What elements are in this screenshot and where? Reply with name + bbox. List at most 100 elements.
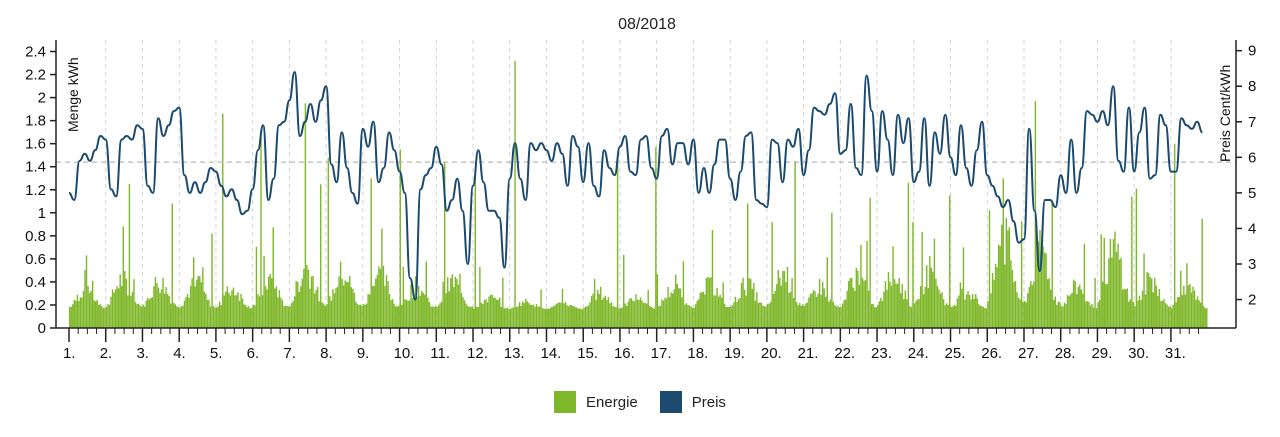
- energy-bar: [1022, 301, 1024, 328]
- energy-bar: [479, 267, 481, 328]
- x-tick-label: 17.: [651, 345, 672, 362]
- x-tick-label: 24.: [908, 345, 929, 362]
- energy-bar: [538, 306, 541, 328]
- energy-bar: [964, 299, 966, 328]
- energy-bar: [633, 301, 636, 328]
- energy-bar: [606, 300, 608, 328]
- energy-bar: [916, 299, 919, 328]
- energy-bar: [642, 303, 645, 328]
- energy-bar: [965, 294, 968, 328]
- energy-bar: [114, 289, 117, 328]
- energy-bar: [121, 285, 123, 328]
- energy-bar: [534, 306, 536, 328]
- energy-bar: [1199, 302, 1202, 328]
- energy-bar: [636, 299, 639, 328]
- energy-bar: [988, 210, 991, 328]
- energy-bar: [150, 297, 152, 328]
- energy-bar: [319, 184, 322, 328]
- x-tick-label: 4.: [173, 345, 186, 362]
- energy-bar: [699, 292, 701, 328]
- energy-bar: [976, 298, 978, 328]
- x-tick-label: 31.: [1165, 345, 1186, 362]
- energy-bar: [1045, 253, 1047, 328]
- energy-bar: [956, 298, 959, 328]
- energy-bar: [108, 304, 111, 328]
- energy-bar: [1169, 306, 1171, 328]
- legend-item-energie[interactable]: Energie: [554, 391, 638, 413]
- energy-bar: [1111, 257, 1113, 328]
- energy-bar: [437, 305, 440, 328]
- energy-bar: [73, 299, 75, 328]
- energy-bar: [370, 178, 372, 328]
- energy-bar: [1134, 306, 1136, 328]
- legend-item-preis[interactable]: Preis: [659, 391, 726, 413]
- energy-bar: [1203, 306, 1205, 328]
- energy-bar: [763, 306, 766, 328]
- energy-bar: [1046, 279, 1049, 328]
- energy-bar: [474, 170, 476, 328]
- energy-bar: [373, 285, 375, 328]
- energy-bar: [263, 255, 265, 328]
- energy-bar: [1033, 281, 1035, 328]
- energy-bar: [1155, 285, 1158, 328]
- energy-bar: [384, 285, 386, 328]
- energy-bar: [792, 297, 795, 328]
- energy-bar: [183, 300, 186, 328]
- energy-bar: [612, 306, 614, 328]
- energy-bar: [119, 274, 121, 328]
- energy-bar: [799, 303, 801, 328]
- energy-bar: [107, 304, 109, 328]
- energy-bar: [740, 282, 743, 328]
- legend-swatch-energie: [554, 391, 577, 413]
- energy-bar: [993, 279, 995, 328]
- energy-bar: [751, 288, 753, 328]
- energy-bar: [557, 302, 559, 328]
- energy-bar: [841, 303, 844, 328]
- energy-bar: [1071, 292, 1073, 328]
- energy-bar: [1017, 297, 1020, 328]
- energy-bar: [307, 269, 310, 328]
- energy-bar: [251, 307, 253, 328]
- energy-bar: [235, 294, 238, 328]
- energy-bar: [846, 290, 848, 328]
- energy-bar: [823, 288, 825, 328]
- left-tick-label: 0: [38, 320, 46, 337]
- energy-bar: [742, 277, 744, 328]
- energy-bar: [102, 308, 105, 328]
- energy-bar: [684, 304, 686, 328]
- energy-bar: [411, 298, 414, 328]
- energy-bar: [192, 257, 195, 328]
- energy-bar: [1053, 299, 1055, 328]
- energy-bar: [1027, 293, 1029, 328]
- energy-bar: [229, 295, 232, 328]
- energy-bar: [1098, 299, 1101, 328]
- x-tick-label: 19.: [724, 345, 745, 362]
- energy-bar: [720, 297, 723, 328]
- energy-bar: [502, 277, 504, 328]
- energy-bar: [737, 299, 740, 328]
- energy-bar: [1189, 284, 1191, 328]
- left-tick-label: 2.4: [25, 44, 46, 61]
- energy-bar: [843, 299, 845, 328]
- energy-bar: [283, 305, 285, 328]
- energy-bar: [153, 286, 155, 328]
- chart-area: 08/2018 00.20.40.60.811.21.41.61.822.22.…: [25, 16, 1256, 362]
- energy-bar: [942, 299, 945, 328]
- energy-bar: [166, 293, 169, 328]
- energy-bar: [854, 290, 856, 328]
- energy-bar: [529, 304, 532, 328]
- energy-bar: [903, 299, 905, 328]
- energy-bar: [639, 297, 642, 328]
- energy-bar: [512, 307, 515, 328]
- energy-bar: [433, 306, 435, 328]
- energy-bar: [488, 296, 490, 328]
- energy-bar: [748, 278, 750, 328]
- energy-bar: [134, 302, 137, 328]
- energy-bar: [162, 277, 164, 328]
- energy-bar: [554, 305, 556, 328]
- energy-bar: [127, 295, 129, 328]
- energy-bar: [1147, 273, 1150, 328]
- energy-bar: [691, 307, 694, 328]
- energy-bar: [180, 306, 183, 328]
- energy-bar: [128, 184, 131, 328]
